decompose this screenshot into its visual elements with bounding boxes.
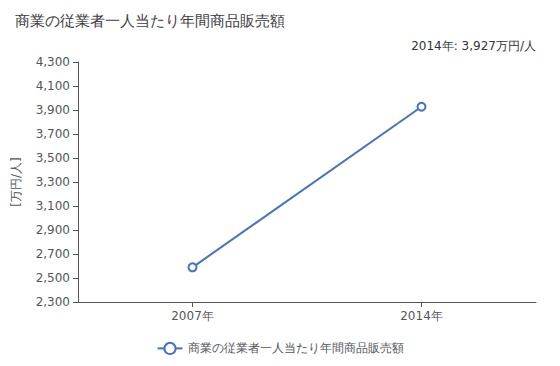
svg-text:商業の従業者一人当たり年間商品販売額: 商業の従業者一人当たり年間商品販売額	[15, 12, 285, 30]
svg-text:[万円/人]: [万円/人]	[9, 157, 23, 206]
svg-text:3,300: 3,300	[36, 175, 70, 189]
svg-text:2,300: 2,300	[36, 295, 70, 309]
svg-text:3,100: 3,100	[36, 199, 70, 213]
svg-text:商業の従業者一人当たり年間商品販売額: 商業の従業者一人当たり年間商品販売額	[188, 341, 404, 355]
svg-text:2014年: 3,927万円/人: 2014年: 3,927万円/人	[411, 39, 536, 53]
svg-text:3,500: 3,500	[36, 151, 70, 165]
svg-text:4,100: 4,100	[36, 79, 70, 93]
svg-text:2,900: 2,900	[36, 223, 70, 237]
svg-text:2014年: 2014年	[400, 309, 443, 323]
svg-text:4,300: 4,300	[36, 55, 70, 69]
svg-text:2,700: 2,700	[36, 247, 70, 261]
svg-text:2007年: 2007年	[171, 309, 214, 323]
svg-text:2,500: 2,500	[36, 271, 70, 285]
svg-text:3,700: 3,700	[36, 127, 70, 141]
svg-text:3,900: 3,900	[36, 103, 70, 117]
